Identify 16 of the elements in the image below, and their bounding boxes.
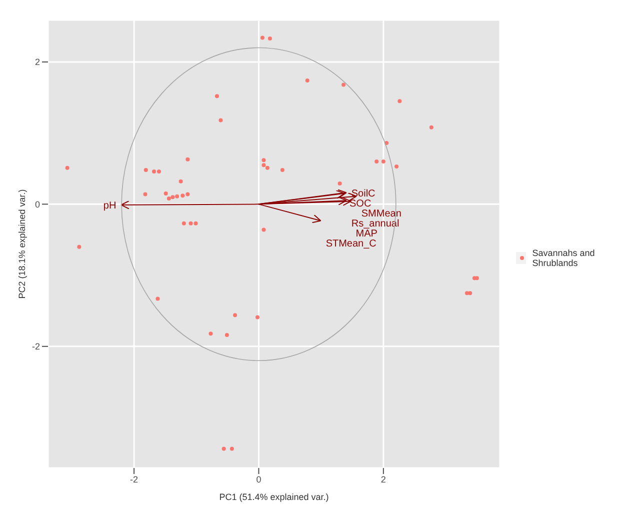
x-tick-label: -2 [130, 474, 138, 484]
x-axis-title: PC1 (51.4% explained var.) [219, 492, 329, 502]
x-tick-label: 2 [380, 474, 386, 484]
series-label: STMean_C [326, 238, 376, 250]
series-label: SOC [350, 198, 372, 210]
y-tick-label: 0 [34, 199, 40, 210]
series-label: pH [103, 200, 116, 212]
series-label: SoilC [351, 188, 376, 200]
text: MAP [356, 228, 378, 240]
y-tick-label: 2 [34, 57, 40, 68]
y-tick-label: -2 [32, 342, 40, 352]
y-axis-title: PC2 (18.1% explained var.) [17, 189, 28, 299]
series-label: SMMean [361, 208, 402, 220]
legend-label: Savannahs and Shrublands [532, 248, 596, 268]
x-tick-label: 0 [256, 474, 262, 484]
series-label: Rs_annual [351, 218, 400, 230]
